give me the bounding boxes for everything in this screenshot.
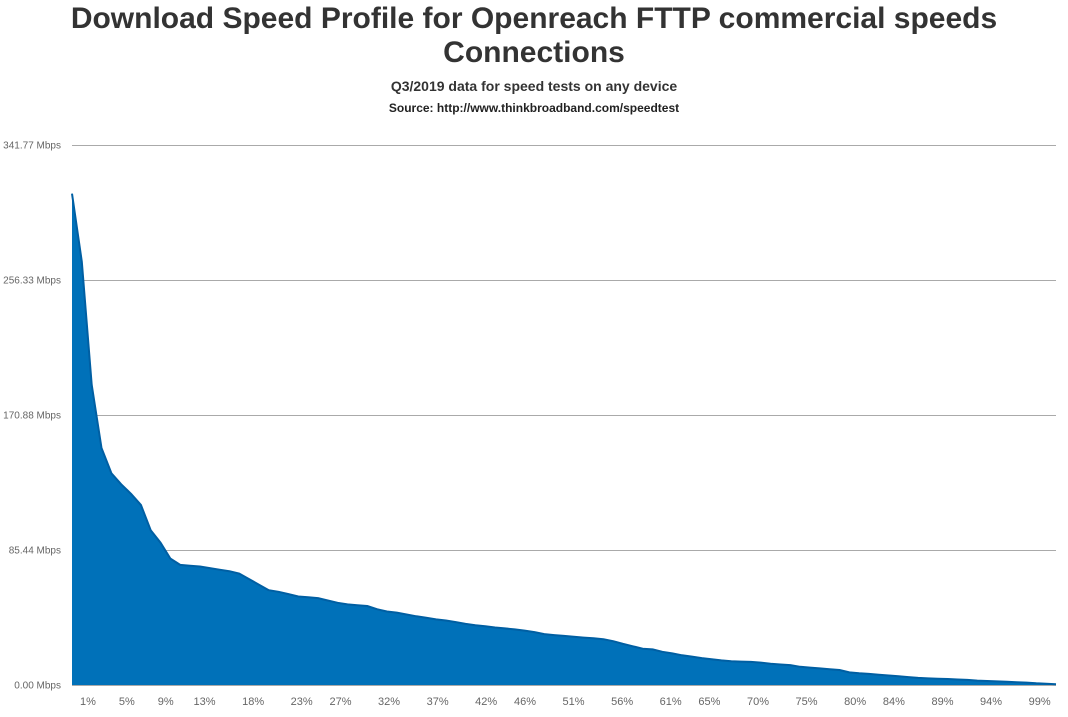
x-tick-label: 84% [883, 696, 905, 708]
x-tick-label: 27% [329, 696, 351, 708]
chart-subtitle: Q3/2019 data for speed tests on any devi… [390, 78, 678, 94]
x-tick-label: 99% [1029, 696, 1051, 708]
x-tick-label: 18% [242, 696, 264, 708]
x-tick-label: 1% [80, 696, 96, 708]
x-tick-label: 61% [660, 696, 682, 708]
x-tick-label: 75% [795, 696, 817, 708]
chart-title: Download Speed Profile for Openreach FTT… [70, 2, 998, 69]
y-tick-label: 341.77 Mbps [3, 141, 61, 152]
x-tick-label: 32% [378, 696, 400, 708]
x-tick-label: 23% [291, 696, 313, 708]
y-tick-label: 256.33 Mbps [3, 276, 61, 287]
x-tick-label: 94% [980, 696, 1002, 708]
y-tick-label: 170.88 Mbps [3, 411, 61, 422]
y-tick-label: 0.00 Mbps [14, 681, 61, 692]
x-tick-label: 51% [562, 696, 584, 708]
x-tick-label: 56% [611, 696, 633, 708]
x-tick-label: 42% [475, 696, 497, 708]
x-tick-label: 9% [158, 696, 174, 708]
chart-source: Source: http://www.thinkbroadband.com/sp… [388, 101, 680, 115]
x-tick-label: 13% [193, 696, 215, 708]
area-fill [72, 193, 1056, 685]
x-tick-label: 46% [514, 696, 536, 708]
x-tick-label: 65% [698, 696, 720, 708]
x-tick-label: 70% [747, 696, 769, 708]
x-tick-label: 37% [427, 696, 449, 708]
x-tick-label: 80% [844, 696, 866, 708]
series-line [71, 193, 1057, 686]
x-tick-label: 89% [931, 696, 953, 708]
y-tick-label: 85.44 Mbps [9, 546, 61, 557]
x-tick-label: 5% [119, 696, 135, 708]
